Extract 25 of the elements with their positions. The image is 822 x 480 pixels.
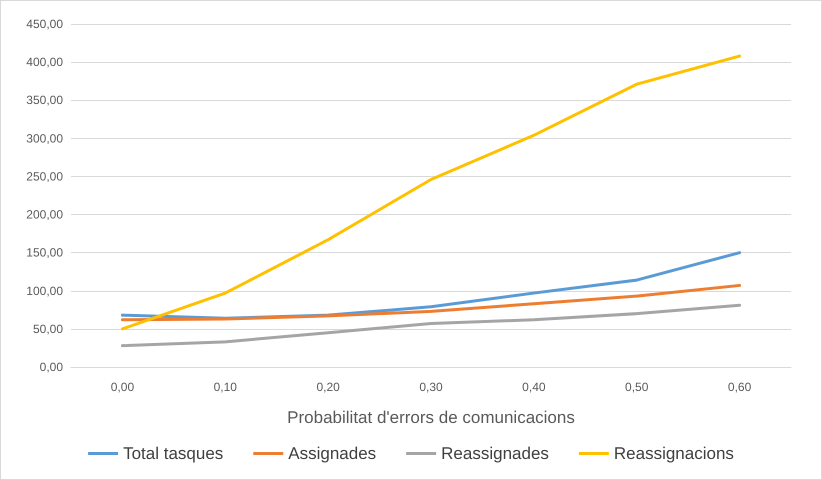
y-tick-label: 250,00 xyxy=(26,169,64,184)
x-tick-label: 0,60 xyxy=(728,380,752,394)
x-tick-label: 0,10 xyxy=(214,380,238,394)
y-tick-label: 150,00 xyxy=(26,246,64,260)
y-tick-label: 0,00 xyxy=(40,360,64,374)
x-tick-label: 0,30 xyxy=(419,380,443,394)
y-tick-label: 300,00 xyxy=(26,131,64,146)
y-tick-label: 50,00 xyxy=(32,322,64,336)
x-axis-title: Probabilitat d'errors de comunicacions xyxy=(287,408,575,427)
legend-label: Reassignades xyxy=(441,444,549,463)
x-tick-label: 0,20 xyxy=(316,380,340,394)
y-tick-label: 450,00 xyxy=(26,17,64,31)
y-tick-label: 200,00 xyxy=(26,208,64,222)
x-tick-label: 0,00 xyxy=(110,380,134,394)
legend-label: Total tasques xyxy=(123,444,224,463)
line-series xyxy=(120,304,742,348)
legend-label: Reassignacions xyxy=(614,444,734,463)
line-series xyxy=(120,284,742,322)
x-tick-label: 0,40 xyxy=(522,380,546,394)
line-series xyxy=(120,54,742,330)
y-tick-label: 400,00 xyxy=(26,55,64,70)
legend-label: Assignades xyxy=(288,444,376,463)
y-tick-label: 100,00 xyxy=(26,284,64,298)
x-tick-label: 0,50 xyxy=(625,380,649,394)
y-tick-label: 350,00 xyxy=(26,93,64,108)
